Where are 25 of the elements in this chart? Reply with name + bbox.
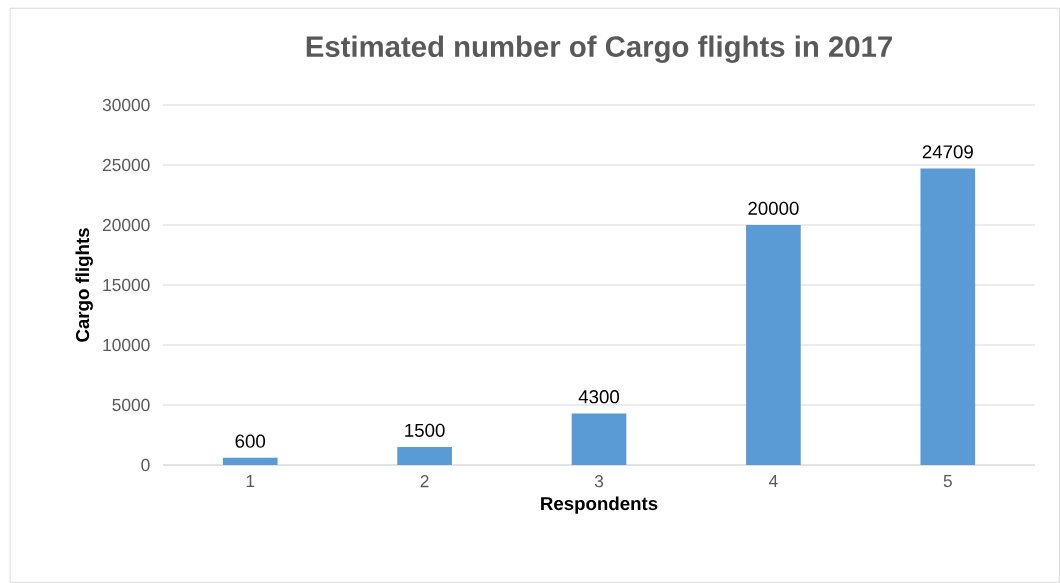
data-label: 1500	[405, 423, 445, 437]
y-tick-label: 20000	[102, 218, 150, 232]
data-label: 20000	[748, 201, 799, 215]
bar	[746, 225, 801, 465]
chart-title: Estimated number of Cargo flights in 2017	[306, 35, 892, 63]
x-tick-label: 1	[246, 475, 255, 487]
y-tick-label: 5000	[112, 398, 150, 412]
x-tick-label: 4	[768, 475, 778, 487]
bar	[397, 447, 452, 465]
data-label: 4300	[578, 390, 620, 404]
x-axis-title: Respondents	[541, 496, 658, 514]
data-label: 600	[235, 434, 266, 448]
y-tick-label: 25000	[102, 158, 150, 172]
x-tick-label: 2	[420, 475, 429, 488]
bar	[920, 168, 976, 465]
y-tick-label: 0	[141, 458, 150, 472]
y-tick-label: 10000	[103, 338, 150, 352]
bar	[571, 413, 627, 465]
y-tick-label: 15000	[103, 278, 150, 292]
x-tick-label: 3	[594, 475, 604, 488]
data-label: 24709	[922, 145, 973, 159]
x-tick-label: 5	[943, 475, 952, 488]
bar	[222, 457, 278, 465]
y-tick-label: 30000	[102, 98, 150, 112]
y-axis-title: Cargo flights	[75, 228, 93, 342]
